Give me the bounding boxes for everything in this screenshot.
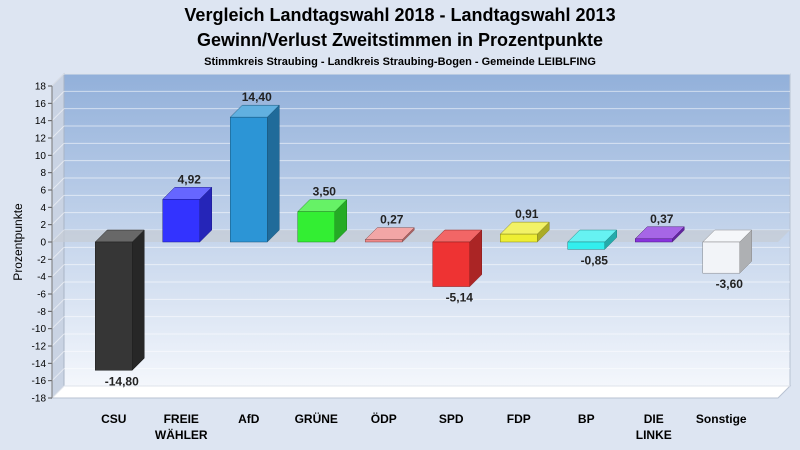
y-tick-label: 10 xyxy=(35,151,47,162)
bar-2 xyxy=(229,104,280,243)
bar-8 xyxy=(634,226,685,243)
chart-subtitle: Gewinn/Verlust Zweitstimmen in Prozentpu… xyxy=(197,30,603,50)
chart-subsubtitle: Stimmkreis Straubing - Landkreis Straubi… xyxy=(204,56,596,68)
x-tick-label: FDP xyxy=(507,412,531,426)
gridline-side xyxy=(51,90,65,104)
gridline-side xyxy=(51,142,65,156)
bar-front xyxy=(230,116,268,243)
gridline-side xyxy=(51,264,65,278)
y-tick-label: -12 xyxy=(32,342,47,353)
y-tick-label: 4 xyxy=(40,203,46,214)
y-tick-label: 2 xyxy=(40,220,46,231)
data-label: -14,80 xyxy=(105,374,139,388)
y-tick-label: -18 xyxy=(32,394,47,405)
data-label: -5,14 xyxy=(446,291,474,305)
gridline-side xyxy=(51,350,65,364)
bar-1 xyxy=(162,186,213,243)
y-tick-label: 14 xyxy=(35,116,47,127)
bar-front xyxy=(702,241,740,274)
x-tick-label: AfD xyxy=(238,412,260,426)
y-tick-label: -2 xyxy=(37,255,46,266)
x-tick-label: ÖDP xyxy=(371,411,397,426)
x-tick-label-line2: WÄHLER xyxy=(155,427,208,442)
x-tick-label: SPD xyxy=(439,412,464,426)
x-tick-label: CSU xyxy=(101,412,126,426)
y-tick-label: -14 xyxy=(32,359,47,370)
gridline-side xyxy=(51,333,65,347)
bar-side xyxy=(267,104,280,243)
bar-4 xyxy=(364,227,415,243)
bar-side xyxy=(132,229,145,371)
y-tick-label: -16 xyxy=(32,376,47,387)
gridline-side xyxy=(51,316,65,330)
data-label: 0,27 xyxy=(380,213,404,227)
gridline-side xyxy=(51,385,65,399)
gridline-side xyxy=(51,194,65,208)
data-label: -3,60 xyxy=(716,277,744,291)
data-label: 4,92 xyxy=(178,172,202,186)
bar-front xyxy=(500,233,538,243)
x-tick-label-line2: LINKE xyxy=(636,428,672,442)
bar-front xyxy=(365,239,403,243)
y-tick-label: -8 xyxy=(37,307,46,318)
gridline-side xyxy=(51,368,65,382)
bar-6 xyxy=(499,221,550,243)
gridline-side xyxy=(51,160,65,174)
x-tick-label: BP xyxy=(578,412,595,426)
data-label: 3,50 xyxy=(313,185,337,199)
data-label: -0,85 xyxy=(581,253,609,267)
y-tick-label: -6 xyxy=(37,290,46,301)
gridline-side xyxy=(51,246,65,260)
gridline-side xyxy=(51,177,65,191)
x-tick-label: Sonstige xyxy=(696,412,747,426)
y-tick-label: 8 xyxy=(40,168,46,179)
gridline-side xyxy=(51,212,65,226)
y-tick-label: 16 xyxy=(35,99,47,110)
gridline-side xyxy=(51,73,65,87)
y-tick-label: -10 xyxy=(32,324,47,335)
bar-0 xyxy=(94,229,145,371)
x-tick-label: FREIE xyxy=(164,412,199,426)
data-label: 14,40 xyxy=(242,90,272,104)
bar-front xyxy=(432,241,470,287)
bar-front xyxy=(297,211,335,243)
bar-9 xyxy=(702,229,753,274)
x-tick-label: GRÜNE xyxy=(295,411,338,426)
bar-front xyxy=(95,241,133,371)
plot-area: -18 -16 -14 -12 -10 -8 -6 -4 -2 0 2 4 6 8 10 12 14 16 18 -1… xyxy=(32,72,792,442)
bar-front xyxy=(635,238,673,243)
x-tick-label: DIE xyxy=(644,412,664,426)
y-tick-label: -4 xyxy=(37,272,46,283)
y-tick-label: 6 xyxy=(40,186,46,197)
gridline-side xyxy=(51,281,65,295)
bar-front xyxy=(567,241,605,250)
gridline-side xyxy=(51,108,65,122)
y-tick-label: 18 xyxy=(35,82,47,93)
y-tick-label: 0 xyxy=(40,238,46,249)
y-axis-label: Prozentpunkte xyxy=(11,203,25,281)
y-tick-label: 12 xyxy=(35,134,47,145)
gridline-side xyxy=(51,125,65,139)
bar-3 xyxy=(297,199,348,243)
data-label: 0,37 xyxy=(650,212,674,226)
bar-5 xyxy=(432,229,483,288)
bar-7 xyxy=(567,229,618,250)
gridline-side xyxy=(51,298,65,312)
data-label: 0,91 xyxy=(515,207,539,221)
bar-front xyxy=(162,199,200,243)
plot-floor xyxy=(50,385,792,399)
chart-title: Vergleich Landtagswahl 2018 - Landtagswa… xyxy=(184,5,615,25)
